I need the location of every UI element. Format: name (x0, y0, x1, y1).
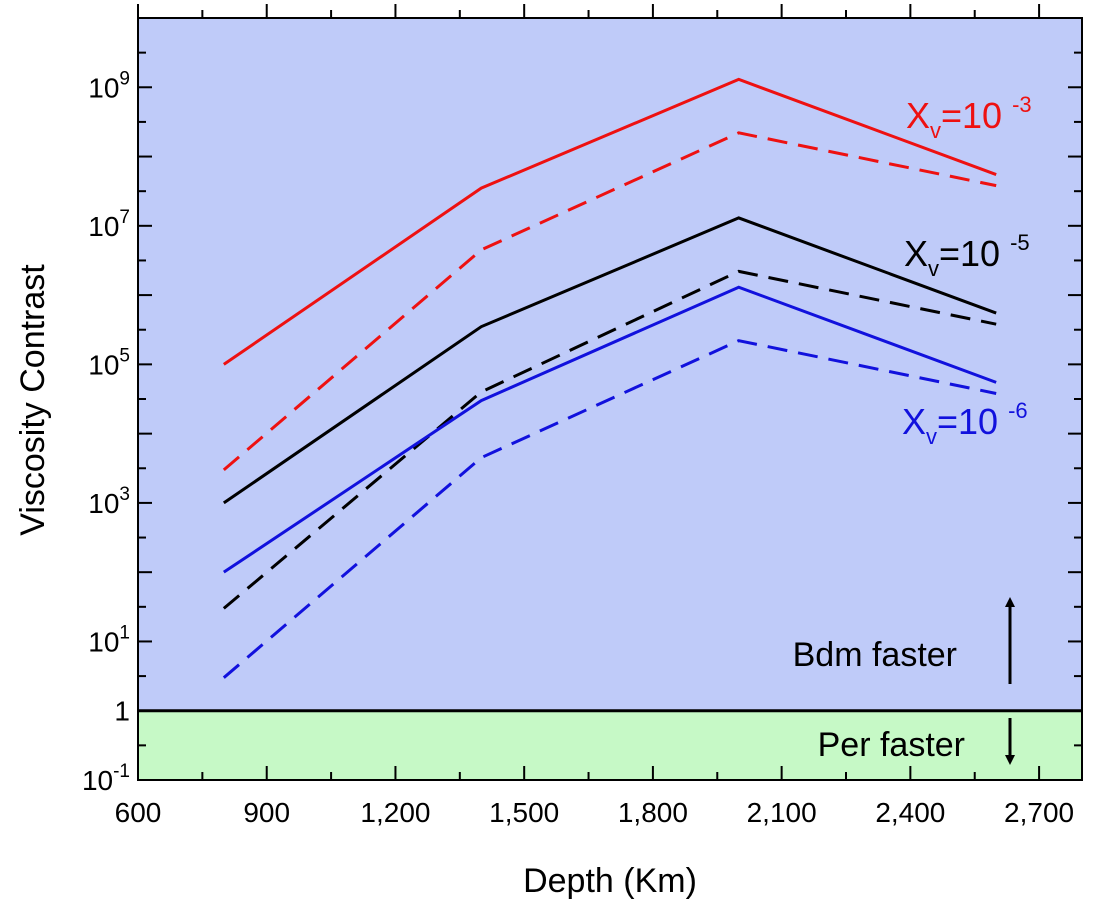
x-tick-label: 2,700 (1004, 797, 1074, 828)
y-tick-label: 109 (88, 68, 130, 103)
label-xv-1e-6: Xv=10 -6 (902, 398, 1028, 449)
x-tick-label: 1,500 (489, 797, 559, 828)
label-per-faster: Per faster (818, 726, 965, 764)
series-line-2 (222, 216, 997, 505)
x-tick-label: 2,100 (747, 797, 817, 828)
x-tick-label: 2,400 (875, 797, 945, 828)
x-axis-title: Depth (Km) (523, 862, 697, 900)
y-tick-label: 101 (88, 622, 130, 657)
label-bdm-faster: Bdm faster (793, 636, 957, 674)
x-tick-label: 1,800 (618, 797, 688, 828)
series-line-0 (222, 77, 997, 366)
y-tick-label: 105 (88, 345, 130, 380)
label-xv-1e-3: Xv=10 -3 (906, 92, 1032, 143)
series-line-5 (222, 339, 997, 679)
x-tick-label: 600 (115, 797, 162, 828)
y-tick-label: 1 (114, 696, 130, 727)
y-tick-label: 10-1 (82, 761, 130, 796)
label-xv-1e-5: Xv=10 -5 (904, 230, 1030, 281)
x-tick-label: 1,200 (360, 797, 430, 828)
y-tick-label: 103 (88, 484, 130, 519)
series-line-4 (222, 285, 997, 574)
y-tick-label: 107 (88, 207, 130, 242)
y-axis-title: Viscosity Contrast (14, 264, 52, 536)
series-line-3 (222, 269, 997, 610)
x-tick-label: 900 (243, 797, 290, 828)
series-line-1 (222, 131, 997, 471)
background-band-1 (138, 710, 1082, 780)
